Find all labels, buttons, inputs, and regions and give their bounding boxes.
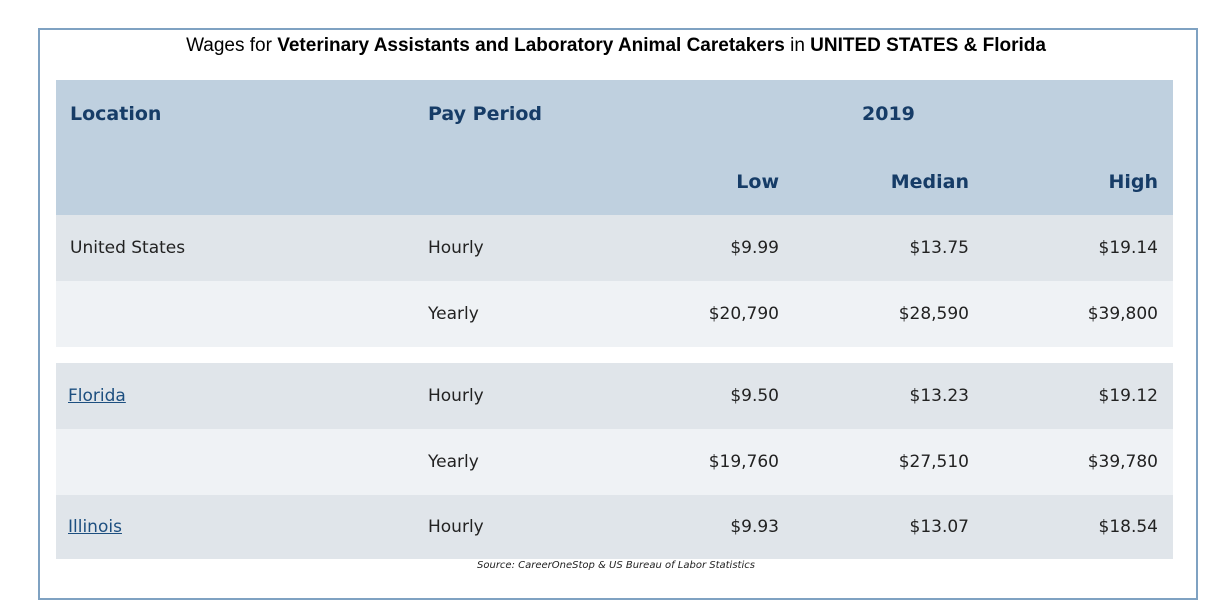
row-low: $20,790 — [708, 304, 779, 324]
row-high: $39,780 — [1087, 452, 1158, 472]
table-row: Yearly $19,760 $27,510 $39,780 — [56, 429, 1173, 495]
content-frame — [38, 28, 1198, 600]
row-period: Hourly — [428, 517, 484, 537]
table-row: Illinois Hourly $9.93 $13.07 $18.54 — [56, 495, 1173, 559]
row-median: $13.23 — [909, 386, 969, 406]
row-low: $9.93 — [730, 517, 779, 537]
table-subheader-row: Low Median High — [56, 148, 1173, 215]
wages-table: Location Pay Period 2019 Low Median High… — [56, 80, 1173, 559]
title-prefix: Wages for — [186, 35, 278, 56]
header-high: High — [1108, 170, 1158, 193]
table-row: United States Hourly $9.99 $13.75 $19.14 — [56, 215, 1173, 281]
row-separator — [56, 347, 1173, 363]
row-median: $13.75 — [909, 238, 969, 258]
row-low: $9.99 — [730, 238, 779, 258]
page-title: Wages for Veterinary Assistants and Labo… — [0, 32, 1232, 60]
title-occupation: Veterinary Assistants and Laboratory Ani… — [277, 35, 785, 56]
row-location: United States — [70, 238, 186, 258]
row-low: $9.50 — [730, 386, 779, 406]
row-median: $27,510 — [898, 452, 969, 472]
row-period: Yearly — [428, 304, 479, 324]
table-header-row: Location Pay Period 2019 — [56, 80, 1173, 148]
header-low: Low — [736, 170, 779, 193]
title-middle: in — [784, 35, 811, 56]
location-link-illinois[interactable]: Illinois — [68, 517, 122, 537]
row-median: $13.07 — [909, 517, 969, 537]
header-median: Median — [890, 170, 969, 193]
location-link-florida[interactable]: Florida — [68, 386, 126, 406]
row-high: $39,800 — [1087, 304, 1158, 324]
row-period: Hourly — [428, 238, 484, 258]
table-row: Florida Hourly $9.50 $13.23 $19.12 — [56, 363, 1173, 429]
source-note: Source: CareerOneStop & US Bureau of Lab… — [477, 560, 755, 571]
title-region: UNITED STATES & Florida — [810, 35, 1046, 56]
row-high: $19.14 — [1098, 238, 1158, 258]
table-row: Yearly $20,790 $28,590 $39,800 — [56, 281, 1173, 347]
row-period: Yearly — [428, 452, 479, 472]
row-period: Hourly — [428, 386, 484, 406]
row-median: $28,590 — [898, 304, 969, 324]
header-pay-period: Pay Period — [428, 103, 542, 125]
row-high: $19.12 — [1098, 386, 1158, 406]
row-low: $19,760 — [708, 452, 779, 472]
header-year: 2019 — [862, 103, 915, 125]
row-high: $18.54 — [1098, 517, 1158, 537]
header-location: Location — [70, 103, 162, 125]
